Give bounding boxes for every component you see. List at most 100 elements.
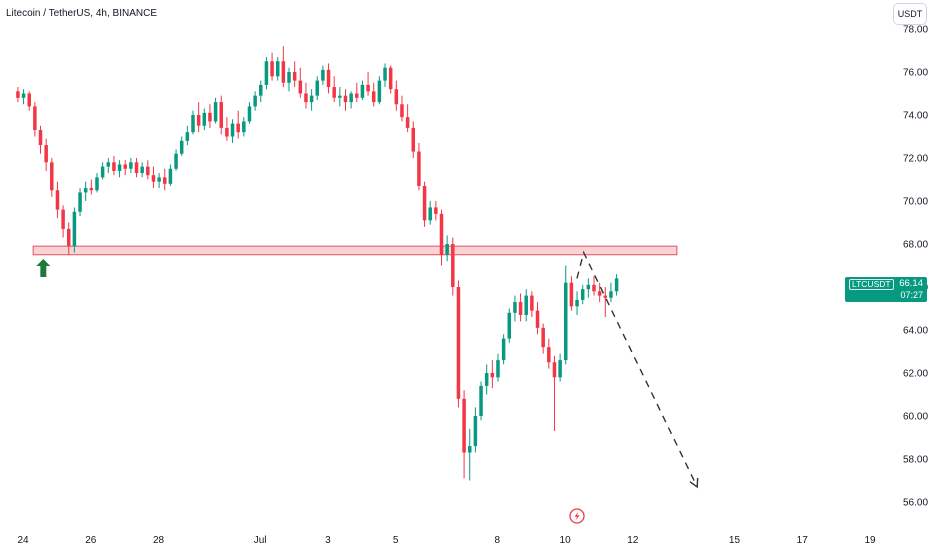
candle-body [513,302,517,313]
lightning-glyph [574,511,580,521]
symbol-title: Litecoin / TetherUS, 4h, BINANCE [6,8,157,19]
candle-body [123,164,127,169]
candle-body [117,164,122,171]
candle-body [366,84,370,92]
candle-body [78,192,82,212]
candle-body [208,112,212,122]
candle-body [383,67,387,81]
price-tag-value: 66.14 [899,278,923,289]
candle-body [575,299,579,307]
candle-body [343,95,348,103]
candle-body [304,93,308,103]
candle-body [445,244,449,255]
candle-body [586,284,591,290]
y-tick-label: 76.00 [903,68,928,79]
candle-body [609,291,613,298]
candle-body [411,127,416,152]
y-tick-label: 78.00 [903,25,928,36]
candle-body [535,310,540,328]
candle-body [259,84,263,96]
candle-body [439,213,444,255]
candle-body [564,282,568,361]
candle-body [349,93,353,103]
candle-body [552,362,557,378]
projection-path [576,250,698,488]
candle-body [100,166,105,178]
x-tick-label: 24 [17,535,29,546]
candle-body [462,398,466,453]
candle-body [106,162,111,167]
candle-body [484,373,489,386]
x-tick-label: 3 [325,535,331,546]
candle-body [196,115,201,126]
candle-body [507,312,512,339]
y-tick-label: 74.00 [903,111,928,122]
candle-body [281,61,286,83]
resistance-zone [32,245,678,256]
candle-body [27,93,31,107]
candle-body [338,95,342,98]
candle-body [298,80,303,94]
candle-body [417,151,421,186]
candle-body [547,347,551,363]
candle-body [89,188,94,191]
candle-body [151,175,156,182]
candle-body [422,185,427,221]
x-tick-label: 28 [153,535,165,546]
y-tick-label: 64.00 [903,326,928,337]
candle-body [134,162,139,174]
price-tag-symbol: LTCUSDT [849,279,894,290]
candle-body [146,166,150,176]
candle-body [61,209,65,229]
candle-body [479,385,483,416]
x-tick-label: Jul [254,535,267,546]
candle-body [44,145,48,163]
candle-body [530,295,534,311]
candle-body [140,166,144,174]
candle-body [597,291,602,296]
y-tick-label: 60.00 [903,412,928,423]
candle-body [275,61,280,77]
support-arrow-icon [36,259,51,278]
candle-body [592,284,596,292]
candle-body [219,102,223,128]
candle-body [38,130,43,146]
candle-body [405,117,410,128]
x-tick-label: 15 [729,535,741,546]
candle-body [50,162,54,191]
candle-body [185,132,190,141]
candle-body [580,289,585,300]
candle-body [33,106,37,131]
candle-body [21,93,26,98]
candle-body [236,123,240,133]
candle-body [518,302,523,315]
candle-body [225,127,229,137]
candle-body [112,162,116,171]
candle-body [451,244,455,287]
candle-body [496,360,500,378]
candle-body [360,84,365,98]
candle-body [157,177,161,182]
candle-body [388,67,393,90]
candle-body [309,95,314,103]
candle-body [355,93,359,98]
y-tick-label: 68.00 [903,240,928,251]
candle-body [174,153,178,169]
currency-unit-button[interactable]: USDT [893,3,927,25]
candle-body [467,446,472,453]
projection-arrowhead-icon [689,477,699,489]
candle-body [321,69,325,81]
x-tick-label: 17 [797,535,809,546]
x-tick-label: 26 [85,535,97,546]
candle-body [569,282,574,307]
candle-body [168,168,173,184]
candle-body [253,95,257,107]
candle-body [614,278,619,292]
last-price-tag: LTCUSDT 66.14 07:27 [845,277,927,302]
x-tick-label: 5 [393,535,399,546]
candle-body [315,80,320,96]
candle-body [129,162,133,169]
candle-body [247,106,252,122]
